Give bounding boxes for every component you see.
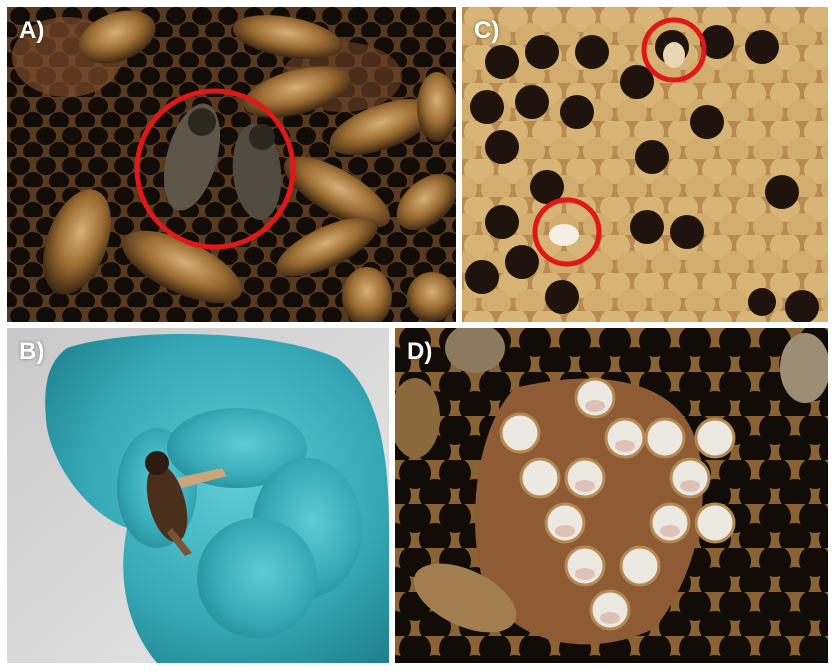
highlight-ring [134,88,296,250]
panel-label-d: D) [407,338,433,365]
photo-panel-d: D) [395,328,828,663]
panel-b-photo [7,328,389,663]
bee-cluster [43,10,456,322]
highlight-ring-top [641,17,707,83]
panel-d-photo [395,328,828,663]
open-cells [465,25,819,322]
dead-bee [145,451,227,556]
panel-label-a: A) [19,17,45,44]
highlight-ring-bottom [532,197,602,267]
bees-on-comb [395,328,828,633]
gloved-hand [45,334,389,663]
photo-panel-c: C) [462,7,828,322]
photo-panel-a: A) [7,7,456,322]
panel-label-b: B) [19,338,45,365]
panel-label-c: C) [474,17,500,44]
photo-panel-b: B) [7,328,389,663]
pupae-cells [499,377,736,631]
panel-a-photo [7,7,456,322]
panel-c-photo [462,7,828,322]
